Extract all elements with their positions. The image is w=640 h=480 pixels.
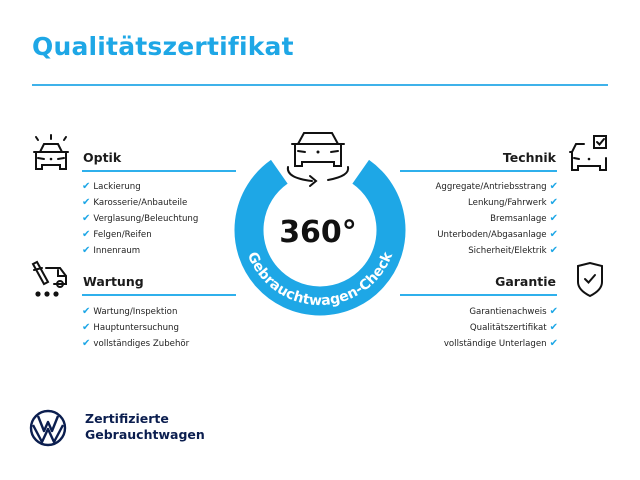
section-title-technik: Technik	[502, 150, 556, 165]
list-item: ✔ Verglasung/Beleuchtung	[82, 213, 199, 224]
check-icon: ✔	[82, 306, 91, 317]
technik-divider	[400, 170, 557, 172]
check-icon: ✔	[82, 181, 91, 192]
title-divider	[32, 84, 608, 86]
check-icon: ✔	[549, 338, 558, 349]
list-item: Lenkung/Fahrwerk ✔	[468, 197, 558, 208]
vw-logo	[29, 409, 67, 447]
check-icon: ✔	[82, 322, 91, 333]
check-icon: ✔	[549, 197, 558, 208]
value-360: 360°	[279, 215, 357, 250]
car-lights-icon	[33, 134, 69, 170]
garantie-list: Garantienachweis ✔ Qualitätszertifikat ✔ v…	[360, 304, 558, 352]
list-item: Aggregate/Antriebsstrang ✔	[435, 181, 558, 192]
list-item: ✔ Lackierung	[82, 181, 141, 192]
shield-check-icon	[577, 262, 603, 298]
check-icon: ✔	[549, 306, 558, 317]
list-item: ✔ vollständiges Zubehör	[82, 338, 190, 349]
list-item: vollständige Unterlagen ✔	[443, 338, 558, 349]
check-icon: ✔	[82, 213, 91, 224]
list-item: ✔ Karosserie/Anbauteile	[82, 197, 188, 208]
brand-line-1: Zertifizierte	[85, 411, 169, 426]
brand-text: Zertifizierte Gebrauchtwagen	[85, 411, 205, 443]
list-item: ✔ Innenraum	[82, 245, 141, 256]
ring-arc	[234, 159, 406, 316]
check-icon: ✔	[82, 197, 91, 208]
list-item: Sicherheit/Elektrik ✔	[468, 245, 558, 256]
check-icon: ✔	[549, 229, 558, 240]
section-title-wartung: Wartung	[83, 274, 144, 289]
car-checklist-icon	[569, 135, 607, 171]
car-rotate-icon	[286, 132, 350, 187]
page-title: Qualitätszertifikat	[32, 32, 294, 61]
check-icon: ✔	[549, 213, 558, 224]
list-item: Garantienachweis ✔	[469, 306, 558, 317]
brand-line-2: Gebrauchtwagen	[85, 427, 205, 442]
optik-divider	[82, 170, 236, 172]
check-icon: ✔	[82, 229, 91, 240]
list-item: Unterboden/Abgasanlage ✔	[437, 229, 558, 240]
optik-list: ✔ Lackierung ✔ Karosserie/Anbauteile ✔ Verg…	[82, 179, 198, 259]
garantie-divider	[400, 294, 557, 296]
service-tools-icon	[31, 260, 67, 297]
list-item: Qualitätszertifikat ✔	[469, 322, 558, 333]
check-icon: ✔	[82, 245, 91, 256]
check-icon: ✔	[549, 322, 558, 333]
section-title-garantie: Garantie	[495, 274, 556, 289]
list-item: ✔ Hauptuntersuchung	[82, 322, 179, 333]
list-item: ✔ Wartung/Inspektion	[82, 306, 178, 317]
list-item: Bremsanlage ✔	[490, 213, 558, 224]
check-icon: ✔	[549, 181, 558, 192]
list-item: ✔ Felgen/Reifen	[82, 229, 152, 240]
wartung-list: ✔ Wartung/Inspektion ✔ Hauptuntersuchung ✔…	[82, 304, 189, 352]
section-title-optik: Optik	[83, 150, 122, 165]
check-icon: ✔	[82, 338, 91, 349]
wartung-divider	[82, 294, 236, 296]
check-icon: ✔	[549, 245, 558, 256]
technik-list: Aggregate/Antriebsstrang ✔ Lenkung/Fahrwe…	[360, 179, 558, 259]
